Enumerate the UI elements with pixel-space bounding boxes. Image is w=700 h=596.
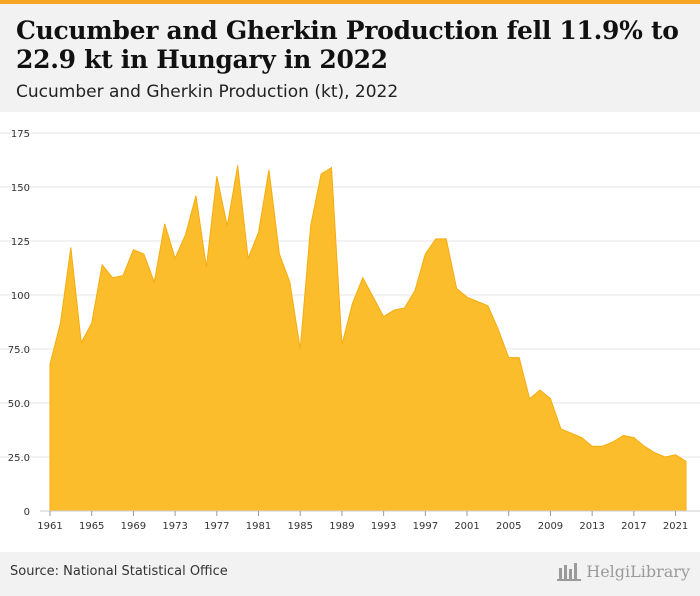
helgilibrary-logo[interactable]: HelgiLibrary (556, 560, 690, 582)
x-tick-label: 2001 (454, 521, 479, 532)
chart-header: Cucumber and Gherkin Production fell 11.… (0, 4, 700, 112)
x-tick-label: 1969 (121, 521, 146, 532)
source-note: Source: National Statistical Office (10, 564, 228, 579)
area-series-production (49, 165, 687, 512)
library-icon (557, 563, 582, 581)
chart-subtitle: Cucumber and Gherkin Production (kt), 20… (16, 82, 399, 102)
x-tick-label: 1985 (288, 521, 313, 532)
chart-title: Cucumber and Gherkin Production fell 11.… (16, 16, 679, 74)
y-tick-label: 75.0 (8, 345, 30, 356)
x-tick-label: 1973 (162, 521, 187, 532)
x-tick-label: 1965 (79, 521, 104, 532)
x-tick-label: 2013 (579, 521, 604, 532)
x-tick-label: 2021 (663, 521, 688, 532)
x-tick-label: 2009 (538, 521, 563, 532)
x-tick-label: 1977 (204, 521, 229, 532)
y-tick-label: 100 (11, 291, 30, 302)
x-tick-label: 1997 (413, 521, 438, 532)
top-accent-bar (0, 0, 700, 4)
x-tick-label: 1981 (246, 521, 271, 532)
area-layer (49, 165, 687, 512)
y-tick-label: 150 (11, 183, 30, 194)
y-tick-label: 25.0 (8, 453, 30, 464)
area-chart: 0 25.0 50.0 75.0 100 125 150 175 1961 1965 1969 197… (0, 129, 700, 532)
y-tick-label: 125 (11, 237, 30, 248)
y-tick-label: 50.0 (8, 399, 30, 410)
chart-footer: Source: National Statistical Office Helg… (0, 552, 700, 596)
logo-text: HelgiLibrary (586, 561, 690, 581)
x-tick-label: 1993 (371, 521, 396, 532)
x-tick-label: 2005 (496, 521, 521, 532)
y-tick-label: 0 (24, 507, 30, 518)
x-tick-label: 1989 (329, 521, 354, 532)
x-tick-label: 1961 (37, 521, 62, 532)
y-tick-label: 175 (11, 129, 30, 140)
x-tick-label: 2017 (621, 521, 646, 532)
axis-layer: 0 25.0 50.0 75.0 100 125 150 175 1961 1965 1969 197… (8, 129, 700, 532)
chart-area: 0 25.0 50.0 75.0 100 125 150 175 1961 1965 1969 197… (0, 112, 700, 552)
